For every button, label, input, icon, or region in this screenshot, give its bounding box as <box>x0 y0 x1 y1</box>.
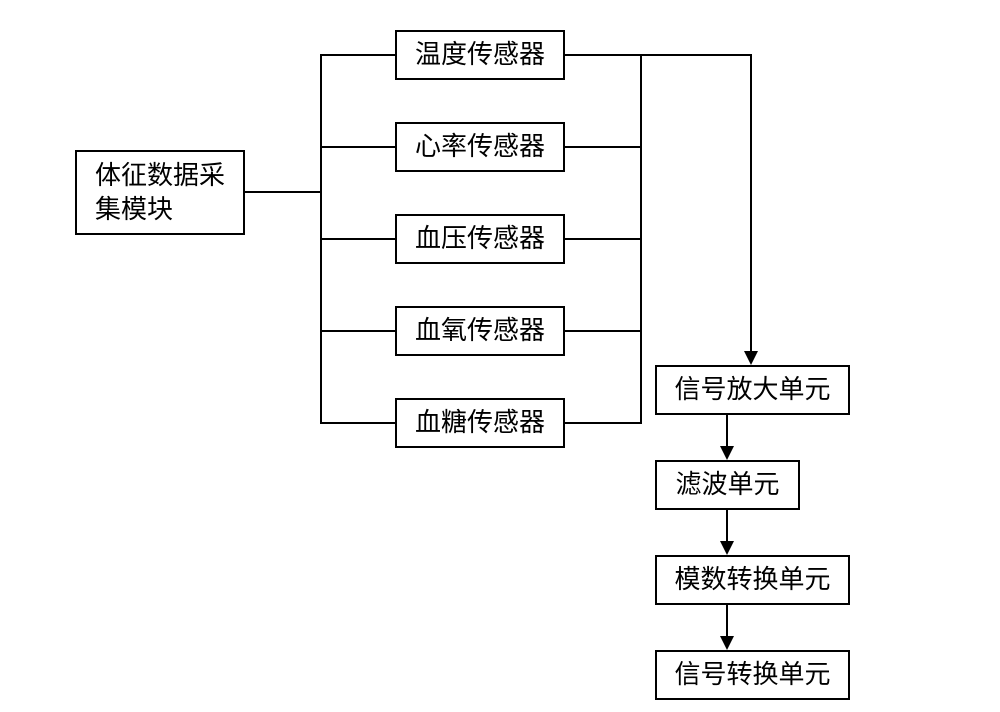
connector-line <box>320 54 395 56</box>
connector-line <box>245 191 320 193</box>
node-sensor-bloodsugar: 血糖传感器 <box>395 398 565 448</box>
connector-line <box>565 146 642 148</box>
node-sensor5-label: 血糖传感器 <box>415 406 545 440</box>
connector-line <box>640 54 642 424</box>
arrow-icon <box>720 446 734 460</box>
node-unit4-label: 信号转换单元 <box>674 658 830 692</box>
node-sensor-bloodoxygen: 血氧传感器 <box>395 306 565 356</box>
connector-line <box>320 330 395 332</box>
connector-line <box>750 54 752 352</box>
connector-line <box>565 238 642 240</box>
connector-line <box>565 422 642 424</box>
node-sensor-bloodpressure: 血压传感器 <box>395 214 565 264</box>
node-unit1-label: 信号放大单元 <box>674 373 830 407</box>
node-sensor3-label: 血压传感器 <box>415 222 545 256</box>
node-unit-signal-convert: 信号转换单元 <box>655 650 850 700</box>
connector-line <box>320 422 395 424</box>
connector-line <box>726 415 728 447</box>
arrow-icon <box>720 541 734 555</box>
node-unit-amplify: 信号放大单元 <box>655 365 850 415</box>
node-unit-adc: 模数转换单元 <box>655 555 850 605</box>
connector-line <box>320 146 395 148</box>
node-sensor4-label: 血氧传感器 <box>415 314 545 348</box>
arrow-icon <box>744 351 758 365</box>
node-sensor1-label: 温度传感器 <box>415 38 545 72</box>
connector-line <box>565 54 642 56</box>
connector-line <box>726 510 728 542</box>
arrow-icon <box>720 636 734 650</box>
node-unit2-label: 滤波单元 <box>675 468 779 502</box>
connector-line <box>640 54 752 56</box>
node-main: 体征数据采 集模块 <box>75 150 245 235</box>
node-sensor2-label: 心率传感器 <box>415 130 545 164</box>
node-main-label: 体征数据采 集模块 <box>95 159 225 227</box>
node-sensor-temperature: 温度传感器 <box>395 30 565 80</box>
node-sensor-heartrate: 心率传感器 <box>395 122 565 172</box>
node-unit-filter: 滤波单元 <box>655 460 800 510</box>
node-unit3-label: 模数转换单元 <box>674 563 830 597</box>
connector-line <box>726 605 728 637</box>
connector-line <box>565 330 642 332</box>
connector-line <box>320 238 395 240</box>
